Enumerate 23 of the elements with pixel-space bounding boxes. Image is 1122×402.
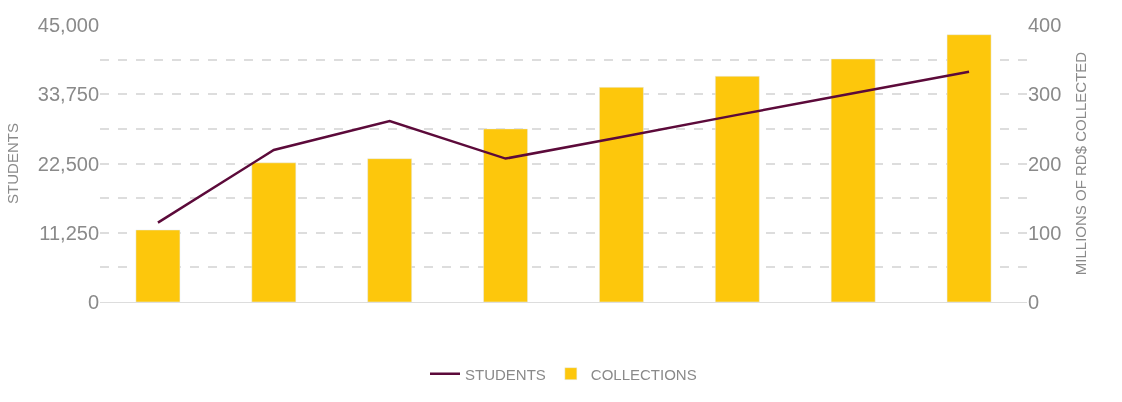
y-tick-label: 22,500: [37, 152, 99, 175]
y-tick-label: 11,250: [39, 221, 99, 244]
legend-label: COLLECTIONS: [590, 365, 697, 383]
y2-tick-label: 0: [1028, 291, 1040, 313]
y2-tick-label: 400: [1028, 14, 1062, 36]
y-axis-title: STUDENTS: [4, 123, 22, 204]
bar: [830, 58, 876, 302]
y-tick-label: 45,000: [37, 14, 99, 36]
bar: [715, 76, 760, 302]
bar: [483, 128, 528, 302]
y2-tick-label: 300: [1028, 83, 1062, 106]
y2-axis-title: MILLIONS OF RD$ COLLECTED: [1072, 51, 1090, 276]
line-series: [156, 70, 971, 224]
bar: [367, 158, 412, 302]
bar: [599, 87, 644, 302]
y2-tick-label: 100: [1028, 221, 1062, 244]
legend-label: STUDENTS: [465, 365, 546, 383]
y2-tick-label: 200: [1028, 152, 1062, 175]
bar: [135, 229, 181, 302]
y-tick-label: 0: [87, 291, 99, 313]
y-tick-label: 33,750: [37, 83, 99, 106]
bar: [946, 34, 992, 302]
bar: [251, 162, 297, 302]
